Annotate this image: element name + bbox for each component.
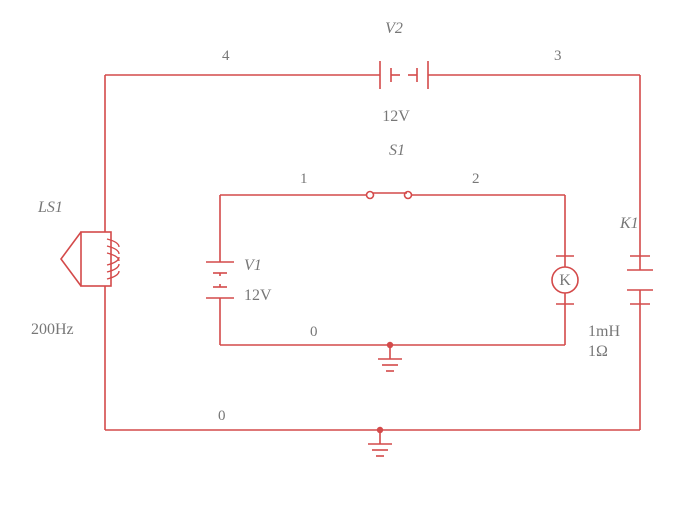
svg-text:1: 1 (300, 171, 308, 187)
svg-text:0: 0 (310, 324, 318, 340)
svg-text:200Hz: 200Hz (31, 321, 74, 338)
svg-text:0: 0 (218, 408, 226, 424)
svg-text:V2: V2 (385, 20, 403, 37)
svg-text:K1: K1 (619, 215, 639, 232)
svg-text:V1: V1 (244, 257, 262, 274)
svg-text:LS1: LS1 (37, 199, 63, 216)
svg-text:2: 2 (472, 171, 480, 187)
svg-text:1Ω: 1Ω (588, 343, 608, 360)
svg-text:S1: S1 (389, 142, 405, 159)
svg-text:12V: 12V (244, 287, 272, 304)
svg-text:12V: 12V (382, 108, 410, 125)
svg-text:K: K (559, 272, 571, 289)
svg-text:1mH: 1mH (588, 323, 620, 340)
svg-text:3: 3 (554, 48, 562, 64)
circuit-schematic: K V2 12V 4 3 S1 1 2 V1 12V 0 0 LS1 200Hz K1 1mH 1Ω (0, 0, 699, 510)
svg-text:4: 4 (222, 48, 230, 64)
